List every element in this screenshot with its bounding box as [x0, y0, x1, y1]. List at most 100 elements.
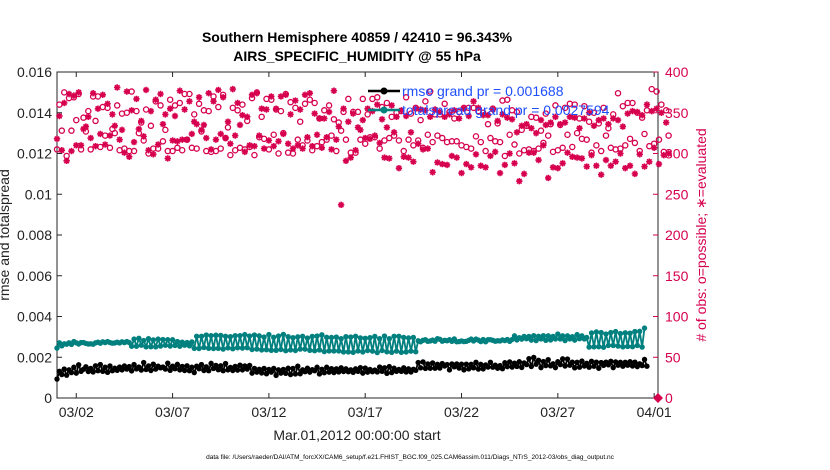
possible-point	[655, 136, 663, 143]
evaluated-point	[566, 113, 574, 121]
rmse-point	[131, 361, 137, 368]
totalspread-point	[588, 330, 595, 336]
possible-point	[224, 124, 232, 131]
rmse-point	[533, 361, 539, 367]
evaluated-point	[248, 91, 256, 99]
totalspread-point	[596, 343, 602, 350]
possible-point	[215, 103, 222, 111]
rmse-point	[523, 361, 530, 368]
totalspread-point	[165, 337, 171, 343]
possible-point	[513, 108, 521, 116]
possible-point	[477, 138, 485, 146]
evaluated-point	[472, 151, 480, 158]
evaluated-point	[309, 142, 316, 150]
evaluated-point	[272, 105, 280, 112]
evaluated-point	[337, 201, 345, 209]
evaluated-point	[631, 170, 639, 178]
evaluated-point	[342, 157, 350, 165]
evaluated-point	[140, 133, 147, 140]
possible-point	[190, 111, 198, 118]
evaluated-point	[239, 111, 246, 119]
rmse-point	[473, 359, 479, 366]
rmse-point	[328, 365, 335, 372]
rmse-point	[95, 367, 101, 374]
evaluated-point	[374, 101, 381, 108]
totalspread-point	[632, 328, 638, 335]
evaluated-point	[431, 106, 439, 113]
evaluated-point	[181, 106, 188, 113]
evaluated-point	[412, 105, 419, 112]
possible-point	[662, 107, 670, 114]
evaluated-point	[407, 129, 415, 136]
evaluated-point	[111, 122, 118, 129]
evaluated-point	[518, 122, 525, 129]
possible-point	[554, 146, 562, 154]
evaluated-point	[650, 144, 658, 151]
evaluated-point	[547, 119, 554, 126]
rmse-point	[360, 370, 366, 376]
rmse-point	[181, 367, 188, 374]
right-y-tick-label: 100	[665, 309, 689, 325]
evaluated-point	[296, 106, 304, 113]
totalspread-point	[405, 335, 412, 341]
possible-point	[552, 102, 559, 109]
x-tick-label: 03/12	[251, 404, 286, 420]
evaluated-point	[169, 137, 176, 144]
possible-point	[482, 147, 489, 155]
possible-point	[564, 131, 571, 139]
rmse-point	[167, 367, 173, 373]
rmse-point	[205, 367, 212, 374]
evaluated-point	[217, 130, 224, 138]
totalspread-point	[136, 335, 142, 342]
rmse-point	[588, 358, 595, 365]
rmse-point	[234, 367, 241, 373]
evaluated-point	[231, 132, 239, 139]
totalspread-point	[273, 347, 279, 354]
rmse-point	[138, 367, 144, 373]
rmse-point	[126, 363, 132, 370]
evaluated-point	[294, 142, 301, 149]
possible-point	[569, 143, 576, 151]
evaluated-point	[477, 162, 484, 169]
evaluated-point	[366, 135, 374, 143]
possible-point	[561, 104, 569, 112]
possible-point	[400, 147, 407, 155]
evaluated-point	[441, 113, 448, 121]
evaluated-point	[600, 115, 607, 122]
totalspread-point	[234, 344, 241, 351]
evaluated-point	[573, 154, 581, 161]
right-y-tick-label: 200	[665, 227, 689, 243]
evaluated-point	[106, 132, 114, 139]
evaluated-point	[581, 115, 588, 122]
x-tick-label: 03/02	[59, 404, 94, 420]
x-tick-label: 04/01	[637, 404, 672, 420]
rmse-point	[437, 365, 443, 371]
totalspread-point	[357, 335, 364, 341]
rmse-point	[362, 365, 368, 371]
rmse-point	[562, 363, 568, 369]
rmse-point	[198, 361, 205, 368]
evaluated-point	[610, 115, 617, 122]
evaluated-point	[549, 164, 557, 171]
series-rmse	[54, 354, 650, 382]
possible-point	[559, 144, 566, 152]
rmse-point	[374, 369, 380, 375]
evaluated-point	[467, 164, 475, 171]
totalspread-point	[372, 333, 378, 340]
totalspread-point	[617, 330, 624, 337]
rmse-point	[586, 364, 592, 370]
possible-point	[277, 107, 285, 115]
evaluated-point	[528, 125, 535, 132]
plot-area: 03/02 03/07 03/12 03/17 03/22 03/27 04/01 0 0.0…	[17, 64, 689, 420]
possible-point	[537, 127, 545, 134]
evaluated-point	[400, 153, 407, 160]
possible-point	[186, 90, 193, 98]
evaluated-point	[516, 178, 523, 185]
totalspread-point	[150, 337, 157, 343]
rmse-point	[427, 365, 433, 371]
totalspread-point	[413, 349, 419, 355]
evaluated-point	[513, 129, 521, 136]
totalspread-point	[326, 348, 332, 354]
evaluated-point	[340, 105, 347, 112]
rmse-point	[100, 368, 106, 375]
